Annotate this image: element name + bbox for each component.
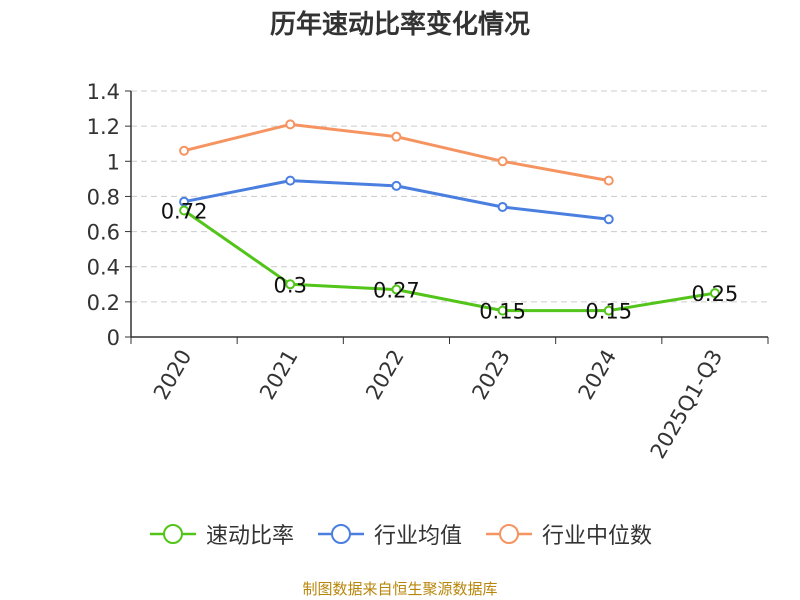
legend-item[interactable]: 行业中位数 <box>484 518 652 550</box>
data-point <box>179 205 190 216</box>
series-line <box>183 209 716 313</box>
data-label: 0.3 <box>274 273 307 297</box>
data-label: 0.27 <box>373 279 420 303</box>
x-tick-label: 2020 <box>149 346 197 404</box>
data-label: 0.15 <box>479 300 526 324</box>
chart-title: 历年速动比率变化情况 <box>269 10 530 40</box>
y-tick-label: 0.4 <box>87 256 120 280</box>
legend: 速动比率 行业均值 行业中位数 <box>0 518 800 550</box>
source-note: 制图数据来自恒生聚源数据库 <box>302 580 498 598</box>
data-point <box>391 131 402 142</box>
legend-label: 速动比率 <box>205 524 294 549</box>
x-tick-label: 2021 <box>255 346 303 404</box>
data-label: 0.72 <box>161 199 208 223</box>
x-tick-label: 2022 <box>361 346 409 404</box>
legend-circle <box>330 524 351 544</box>
data-point <box>285 279 296 290</box>
data-point <box>709 288 720 299</box>
y-tick-label: 1.4 <box>87 80 120 104</box>
y-tick-label: 1.2 <box>87 115 120 139</box>
legend-line-marker-icon <box>317 524 364 544</box>
y-tick-label: 0.2 <box>87 291 120 315</box>
y-tick-label: 0.8 <box>87 185 120 209</box>
data-point <box>497 305 508 316</box>
x-tick-label: 2024 <box>574 346 622 404</box>
axes: 0 0.2 0.4 0.6 0.8 1 1.2 1.4 2020 2021 2022 2023 2024… <box>87 80 769 463</box>
y-tick-label: 1 <box>107 150 120 174</box>
y-tick-label: 0 <box>107 326 120 350</box>
data-label: 0.15 <box>585 300 632 324</box>
data-point <box>603 214 614 225</box>
data-label: 0.25 <box>692 282 739 306</box>
x-tick-label: 2023 <box>467 346 515 404</box>
data-point <box>179 145 190 156</box>
x-tick-label: 2025Q1-Q3 <box>646 346 728 463</box>
data-point <box>391 180 402 191</box>
legend-line-marker-icon <box>486 524 532 544</box>
data-labels: 0.72 0.3 0.27 0.15 0.15 0.25 <box>161 199 739 323</box>
legend-circle <box>162 524 183 544</box>
legend-label: 行业均值 <box>373 524 462 549</box>
y-tick-label: 0.6 <box>87 221 120 245</box>
data-point <box>391 284 402 295</box>
data-point <box>603 305 614 316</box>
legend-circle <box>499 524 519 544</box>
data-point <box>497 156 508 167</box>
data-point <box>497 201 508 212</box>
data-point <box>285 175 296 186</box>
data-point <box>285 119 296 130</box>
legend-item[interactable]: 速动比率 <box>148 518 294 550</box>
legend-line-marker-icon <box>149 524 196 544</box>
legend-item[interactable]: 行业均值 <box>316 518 462 550</box>
data-point <box>603 175 614 186</box>
series-lines <box>179 119 720 316</box>
legend-label: 行业中位数 <box>542 524 653 549</box>
